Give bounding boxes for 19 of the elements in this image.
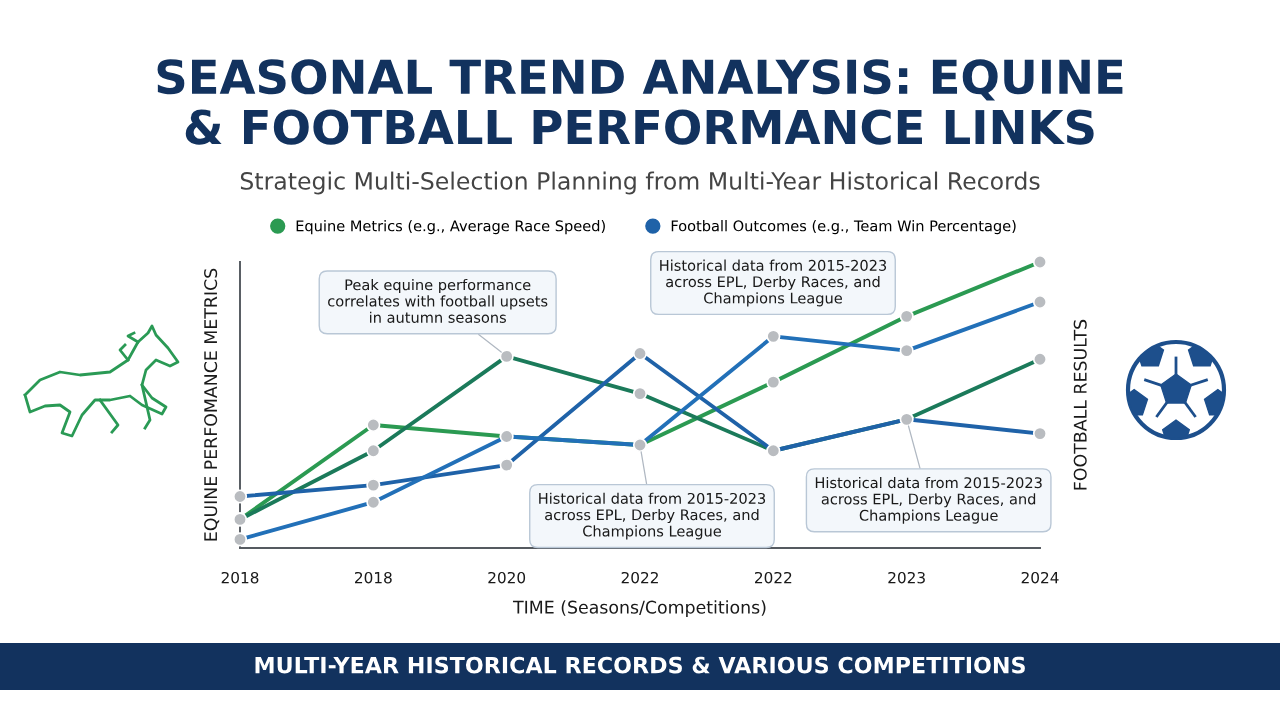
- legend-label: Equine Metrics (e.g., Average Race Speed): [296, 220, 605, 235]
- x-axis-title: TIME (Seasons/Competitions): [512, 600, 766, 618]
- annotation: Historical data from 2015-2023 across EPL, Derby Races, and Champions League: [660, 259, 887, 307]
- text: MULTI-YEAR HISTORICAL RECORDS & VARIOUS COMPETITIONS: [255, 656, 1025, 674]
- x-tick-label: 2022: [621, 571, 658, 584]
- x-tick-label: 2020: [488, 571, 526, 584]
- y-axis-title: EQUINE PERFOMANCE METRICS: [204, 268, 220, 541]
- legend-label: Football Outcomes (e.g., Team Win Percentage): [671, 220, 1016, 235]
- annotation: Historical data from 2015-2023 across EPL, Derby Races, and Champions League: [539, 492, 766, 540]
- x-tick-label: 2022: [755, 571, 792, 584]
- x-tick-label: 2024: [1021, 571, 1059, 584]
- x-tick-label: 2023: [888, 571, 925, 584]
- x-tick-label: 2018: [221, 571, 259, 584]
- chart-subtitle: Strategic Multi-Selection Planning from Multi-Year Historical Records: [240, 171, 1040, 195]
- x-tick-label: 2018: [355, 571, 392, 584]
- y2-axis-title: FOOTBALL RESULTS: [1073, 319, 1087, 490]
- annotation: Historical data from 2015-2023 across EPL, Derby Races, and Champions League: [815, 476, 1042, 524]
- annotation: Peak equine performance correlates with football upsets in autumn seasons: [328, 278, 548, 323]
- chart-title: SEASONAL TREND ANALYSIS: EQUINE & FOOTBALL PERFORMANCE LINKS: [157, 59, 1123, 145]
